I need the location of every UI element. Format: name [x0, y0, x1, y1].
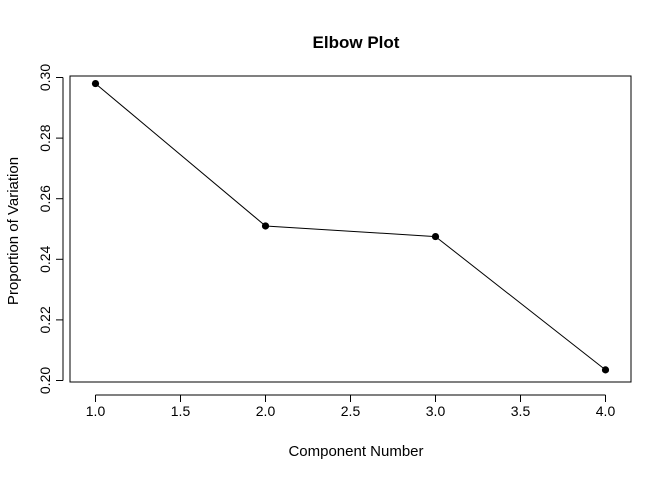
series-line	[95, 83, 606, 371]
y-axis: 0.20 0.22 0.24 0.26 0.28 0.30	[37, 64, 64, 394]
x-tick-label: 2.0	[256, 403, 276, 419]
y-tick-label: 0.26	[37, 185, 53, 212]
data-point	[91, 79, 100, 88]
y-tick-label: 0.30	[37, 64, 53, 91]
x-tick-label: 3.0	[426, 403, 446, 419]
x-tick-label: 2.5	[341, 403, 361, 419]
y-tick-label: 0.20	[37, 367, 53, 394]
x-tick-label: 1.5	[171, 403, 191, 419]
plot-area-frame	[69, 75, 632, 383]
data-point	[431, 232, 440, 241]
x-tick-label: 1.0	[86, 403, 106, 419]
x-axis: 1.0 1.5 2.0 2.5 3.0 3.5 4.0	[86, 394, 616, 419]
x-tick-label: 3.5	[511, 403, 531, 419]
data-point	[601, 366, 610, 374]
y-tick-label: 0.24	[37, 245, 53, 272]
y-axis-label: Proportion of Variation	[5, 157, 22, 305]
data-point	[261, 222, 270, 230]
x-axis-label: Component Number	[288, 443, 423, 460]
y-tick-label: 0.28	[37, 124, 53, 151]
y-tick-label: 0.22	[37, 306, 53, 333]
x-tick-label: 4.0	[596, 403, 616, 419]
chart-title: Elbow Plot	[313, 33, 400, 52]
series-proportion-of-variation	[91, 79, 610, 374]
